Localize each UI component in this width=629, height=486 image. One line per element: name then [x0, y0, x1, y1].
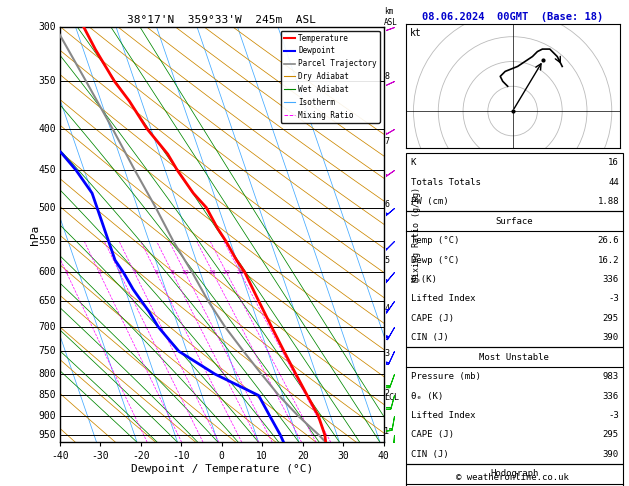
Text: Pressure (mb): Pressure (mb) [411, 372, 481, 381]
Text: Totals Totals: Totals Totals [411, 178, 481, 187]
Text: 650: 650 [38, 295, 56, 306]
Text: 3: 3 [118, 270, 121, 275]
Text: CIN (J): CIN (J) [411, 333, 448, 342]
Text: CIN (J): CIN (J) [411, 450, 448, 459]
Text: 950: 950 [38, 430, 56, 440]
Text: 700: 700 [38, 322, 56, 332]
Text: 336: 336 [603, 392, 619, 400]
Text: Hodograph: Hodograph [490, 469, 538, 478]
Text: 20: 20 [222, 270, 230, 275]
Text: 800: 800 [38, 369, 56, 379]
Text: © weatheronline.co.uk: © weatheronline.co.uk [456, 473, 569, 482]
Text: 1: 1 [64, 270, 69, 275]
Text: K: K [411, 158, 416, 167]
Text: 336: 336 [603, 275, 619, 284]
Text: -3: -3 [608, 411, 619, 420]
Text: CAPE (J): CAPE (J) [411, 431, 454, 439]
Text: 2: 2 [97, 270, 101, 275]
Text: kt: kt [410, 28, 421, 38]
Text: 6: 6 [154, 270, 158, 275]
Text: 600: 600 [38, 267, 56, 277]
Text: 850: 850 [38, 390, 56, 400]
Text: 5: 5 [384, 256, 389, 265]
X-axis label: Dewpoint / Temperature (°C): Dewpoint / Temperature (°C) [131, 464, 313, 474]
Text: Dewp (°C): Dewp (°C) [411, 256, 459, 264]
Text: 08.06.2024  00GMT  (Base: 18): 08.06.2024 00GMT (Base: 18) [422, 12, 603, 22]
Text: 16: 16 [209, 270, 216, 275]
Text: 390: 390 [603, 333, 619, 342]
Text: θₑ(K): θₑ(K) [411, 275, 438, 284]
Text: 16: 16 [608, 158, 619, 167]
Text: km
ASL: km ASL [384, 7, 398, 27]
Text: 390: 390 [603, 450, 619, 459]
Text: Temp (°C): Temp (°C) [411, 236, 459, 245]
Text: 295: 295 [603, 314, 619, 323]
Text: -3: -3 [608, 295, 619, 303]
Text: 4: 4 [132, 270, 136, 275]
Text: hPa: hPa [30, 225, 40, 244]
Title: 38°17'N  359°33'W  245m  ASL: 38°17'N 359°33'W 245m ASL [127, 15, 316, 25]
Text: 350: 350 [38, 76, 56, 87]
Text: 295: 295 [603, 431, 619, 439]
Text: 7: 7 [384, 137, 389, 146]
Text: 25: 25 [237, 270, 244, 275]
Text: 44: 44 [608, 178, 619, 187]
Text: Mixing Ratio (g/kg): Mixing Ratio (g/kg) [411, 187, 421, 282]
Text: Lifted Index: Lifted Index [411, 295, 476, 303]
Text: 4: 4 [384, 304, 389, 313]
Text: 900: 900 [38, 411, 56, 421]
Text: 400: 400 [38, 123, 56, 134]
Text: 1.88: 1.88 [598, 197, 619, 206]
Text: 2: 2 [384, 389, 389, 398]
Text: 8: 8 [170, 270, 174, 275]
Text: 6: 6 [384, 200, 389, 208]
Text: 1: 1 [384, 427, 389, 435]
Text: 3: 3 [384, 349, 389, 358]
Legend: Temperature, Dewpoint, Parcel Trajectory, Dry Adiabat, Wet Adiabat, Isotherm, Mi: Temperature, Dewpoint, Parcel Trajectory… [281, 31, 380, 122]
Text: 26.6: 26.6 [598, 236, 619, 245]
Text: 500: 500 [38, 203, 56, 212]
Text: 300: 300 [38, 22, 56, 32]
Text: Most Unstable: Most Unstable [479, 353, 549, 362]
Text: 10: 10 [181, 270, 189, 275]
Text: 983: 983 [603, 372, 619, 381]
Text: CAPE (J): CAPE (J) [411, 314, 454, 323]
Text: 450: 450 [38, 165, 56, 175]
Text: θₑ (K): θₑ (K) [411, 392, 443, 400]
Text: 750: 750 [38, 346, 56, 356]
Text: 8: 8 [384, 72, 389, 81]
Text: 550: 550 [38, 236, 56, 246]
Text: 16.2: 16.2 [598, 256, 619, 264]
Text: PW (cm): PW (cm) [411, 197, 448, 206]
Text: Surface: Surface [496, 217, 533, 226]
Text: LCL: LCL [384, 393, 399, 402]
Text: Lifted Index: Lifted Index [411, 411, 476, 420]
